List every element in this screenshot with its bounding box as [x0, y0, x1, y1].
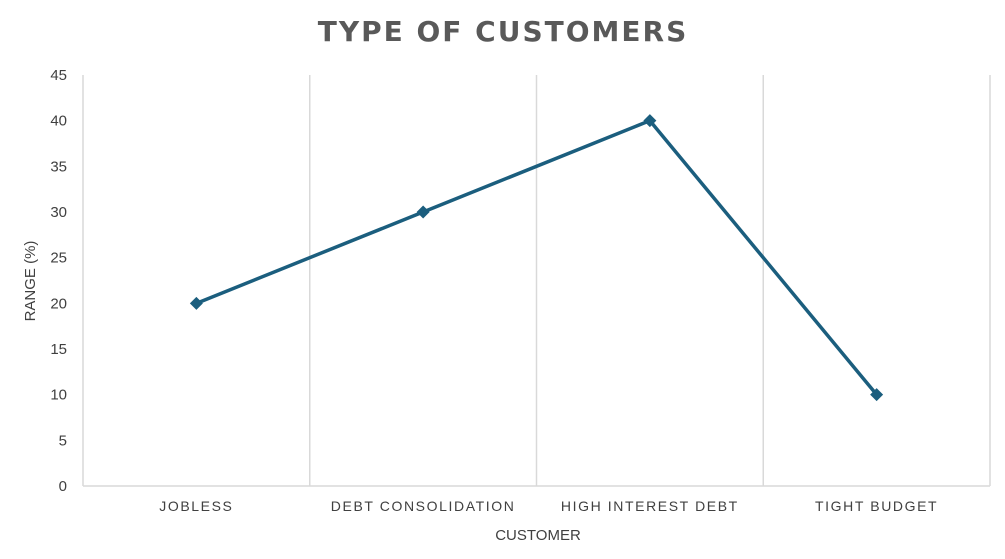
- x-axis-title: CUSTOMER: [495, 527, 581, 544]
- x-tick-label: HIGH INTEREST DEBT: [561, 498, 739, 514]
- y-tick-label: 45: [50, 67, 67, 84]
- data-point-marker: [189, 296, 203, 310]
- data-point-marker: [870, 388, 884, 402]
- series-line: [194, 118, 879, 397]
- y-axis-title: RANGE (%): [22, 241, 39, 322]
- y-tick-label: 30: [50, 204, 67, 221]
- y-tick-label: 5: [59, 432, 67, 449]
- y-tick-label: 40: [50, 113, 67, 130]
- data-point-marker: [643, 114, 657, 128]
- gridlines: [82, 75, 991, 487]
- y-axis: 0 5 10 15 20 25 30 35 40 45: [50, 67, 67, 495]
- y-tick-label: 35: [50, 158, 67, 175]
- y-tick-label: 0: [59, 478, 67, 495]
- x-tick-label: DEBT CONSOLIDATION: [331, 498, 516, 514]
- x-tick-label: TIGHT BUDGET: [815, 498, 938, 514]
- y-tick-label: 25: [50, 250, 67, 267]
- chart-title: TYPE OF CUSTOMERS: [318, 15, 689, 48]
- data-point-marker: [416, 205, 430, 219]
- y-tick-label: 15: [50, 341, 67, 358]
- y-tick-label: 10: [50, 387, 67, 404]
- series-layer: [189, 114, 884, 402]
- x-tick-label: JOBLESS: [159, 498, 233, 514]
- x-axis: JOBLESS DEBT CONSOLIDATION HIGH INTEREST D…: [159, 498, 938, 514]
- y-tick-label: 20: [50, 295, 67, 312]
